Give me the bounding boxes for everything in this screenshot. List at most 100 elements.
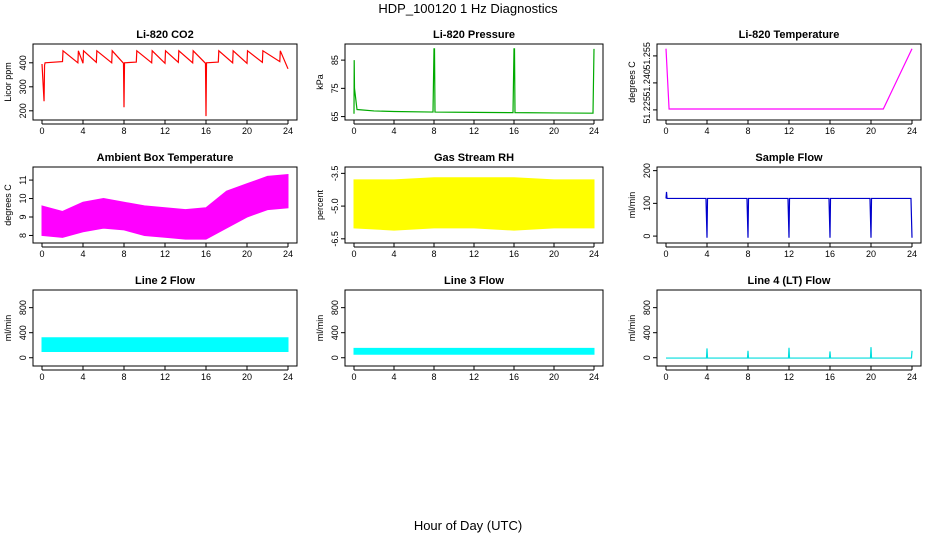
panel-3: Ambient Box Temperature 0 4 8 12 16 20 24 8 9 10 11… bbox=[3, 152, 298, 259]
x-tick-label: 0 bbox=[351, 249, 356, 259]
y-tick-label: 85 bbox=[330, 55, 340, 65]
x-tick-label: 20 bbox=[242, 126, 252, 136]
panel-7: Line 3 Flow 0 4 8 12 16 20 24 0 400 800 ml/min bbox=[315, 275, 604, 382]
x-tick-label: 24 bbox=[589, 372, 599, 382]
panel-title: Ambient Box Temperature bbox=[97, 152, 234, 164]
x-tick-label: 16 bbox=[201, 372, 211, 382]
x-tick-label: 12 bbox=[784, 372, 794, 382]
x-tick-label: 24 bbox=[283, 372, 293, 382]
x-tick-label: 0 bbox=[351, 372, 356, 382]
x-tick-label: 16 bbox=[509, 249, 519, 259]
y-tick-label: 400 bbox=[18, 55, 28, 70]
x-tick-label: 12 bbox=[469, 249, 479, 259]
y-tick-label: 9 bbox=[18, 214, 28, 219]
x-tick-label: 12 bbox=[469, 126, 479, 136]
x-tick-label: 16 bbox=[201, 126, 211, 136]
y-tick-label: 51.240 bbox=[642, 69, 652, 97]
x-tick-label: 8 bbox=[121, 249, 126, 259]
x-tick-label: 16 bbox=[825, 372, 835, 382]
x-tick-label: 12 bbox=[160, 126, 170, 136]
series-band bbox=[353, 347, 595, 355]
y-tick-label: 0 bbox=[642, 355, 652, 360]
panel-title: Li-820 Temperature bbox=[739, 29, 840, 41]
y-tick-label: 400 bbox=[642, 325, 652, 340]
x-tick-label: 16 bbox=[825, 126, 835, 136]
panel-4: Gas Stream RH 0 4 8 12 16 20 24 -3.5 -5.0 -6.5 perc… bbox=[315, 152, 604, 259]
y-axis-label: ml/min bbox=[3, 315, 13, 342]
x-tick-label: 24 bbox=[283, 126, 293, 136]
y-tick-label: -6.5 bbox=[330, 231, 340, 247]
x-tick-label: 0 bbox=[663, 249, 668, 259]
x-tick-label: 20 bbox=[866, 372, 876, 382]
x-tick-label: 0 bbox=[663, 126, 668, 136]
x-tick-label: 4 bbox=[391, 249, 396, 259]
panel-title: Sample Flow bbox=[755, 152, 823, 164]
series-band bbox=[353, 177, 595, 231]
series-line bbox=[666, 347, 913, 359]
series-line bbox=[41, 49, 289, 117]
plot-frame bbox=[32, 289, 298, 367]
y-tick-label: 65 bbox=[330, 112, 340, 122]
x-tick-label: 4 bbox=[704, 249, 709, 259]
panel-0: Li-820 CO2 0 4 8 12 16 20 24 200 300 400 Licor ppm bbox=[3, 29, 298, 136]
x-tick-label: 4 bbox=[80, 126, 85, 136]
x-tick-label: 20 bbox=[866, 249, 876, 259]
y-axis-label: degrees C bbox=[3, 184, 13, 226]
x-tick-label: 8 bbox=[431, 372, 436, 382]
x-tick-label: 0 bbox=[39, 126, 44, 136]
x-tick-label: 20 bbox=[242, 372, 252, 382]
y-tick-label: 51.225 bbox=[642, 96, 652, 124]
y-tick-label: -3.5 bbox=[330, 166, 340, 182]
x-tick-label: 24 bbox=[283, 249, 293, 259]
plot-frame bbox=[344, 43, 604, 121]
x-tick-label: 12 bbox=[160, 249, 170, 259]
x-tick-label: 8 bbox=[745, 372, 750, 382]
y-axis-label: ml/min bbox=[315, 315, 325, 342]
y-axis-label: degrees C bbox=[627, 61, 637, 103]
x-tick-label: 4 bbox=[80, 372, 85, 382]
x-tick-label: 4 bbox=[80, 249, 85, 259]
panel-8: Line 4 (LT) Flow 0 4 8 12 16 20 24 0 400 800 ml/min bbox=[627, 275, 922, 382]
x-tick-label: 8 bbox=[745, 249, 750, 259]
x-tick-label: 4 bbox=[391, 372, 396, 382]
x-tick-label: 24 bbox=[589, 126, 599, 136]
series-line bbox=[665, 191, 913, 238]
y-tick-label: 400 bbox=[18, 325, 28, 340]
x-tick-label: 8 bbox=[121, 126, 126, 136]
x-tick-label: 16 bbox=[509, 126, 519, 136]
y-tick-label: 8 bbox=[18, 233, 28, 238]
x-tick-label: 8 bbox=[431, 249, 436, 259]
x-tick-label: 12 bbox=[469, 372, 479, 382]
y-tick-label: 0 bbox=[330, 355, 340, 360]
x-tick-label: 20 bbox=[866, 126, 876, 136]
x-tick-label: 12 bbox=[784, 126, 794, 136]
y-tick-label: 100 bbox=[642, 196, 652, 211]
figure-title: HDP_100120 1 Hz Diagnostics bbox=[378, 1, 558, 16]
y-tick-label: 200 bbox=[642, 163, 652, 178]
y-axis-label: ml/min bbox=[627, 315, 637, 342]
y-axis-label: ml/min bbox=[627, 192, 637, 219]
x-tick-label: 24 bbox=[907, 372, 917, 382]
panel-title: Li-820 Pressure bbox=[433, 29, 515, 41]
x-tick-label: 4 bbox=[391, 126, 396, 136]
x-tick-label: 20 bbox=[549, 126, 559, 136]
panel-title: Line 3 Flow bbox=[444, 275, 504, 287]
y-axis-label: Licor ppm bbox=[3, 62, 13, 102]
panel-title: Li-820 CO2 bbox=[136, 29, 193, 41]
x-tick-label: 8 bbox=[745, 126, 750, 136]
y-tick-label: 300 bbox=[18, 79, 28, 94]
series-band bbox=[41, 173, 289, 240]
x-tick-label: 0 bbox=[663, 372, 668, 382]
y-tick-label: 800 bbox=[18, 300, 28, 315]
x-tick-label: 20 bbox=[549, 372, 559, 382]
x-tick-label: 0 bbox=[39, 372, 44, 382]
x-tick-label: 8 bbox=[431, 126, 436, 136]
y-axis-label: kPa bbox=[315, 74, 325, 90]
panel-5: Sample Flow 0 4 8 12 16 20 24 0 100 200 ml/min bbox=[627, 152, 922, 259]
y-tick-label: 11 bbox=[18, 175, 28, 184]
y-tick-label: -5.0 bbox=[330, 198, 340, 214]
x-tick-label: 24 bbox=[907, 126, 917, 136]
x-tick-label: 16 bbox=[509, 372, 519, 382]
x-tick-label: 16 bbox=[201, 249, 211, 259]
